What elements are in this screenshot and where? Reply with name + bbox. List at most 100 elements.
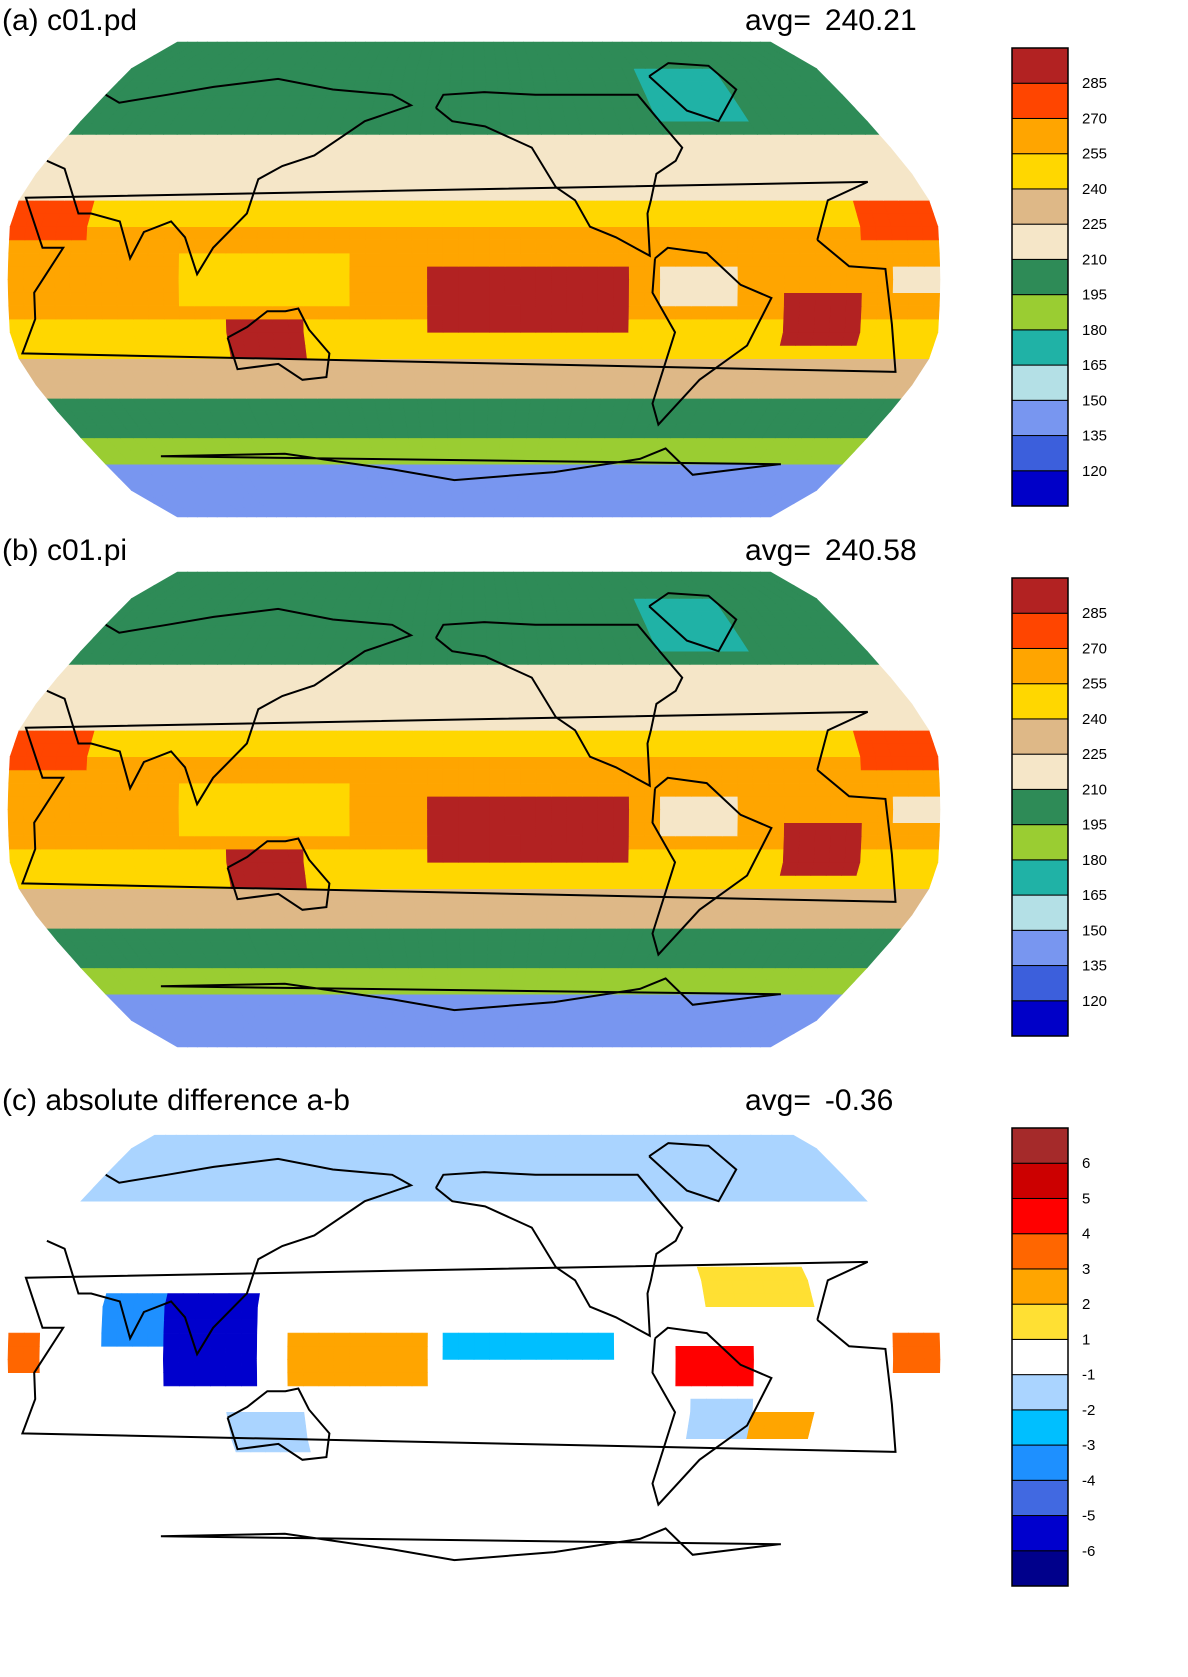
map-cell — [287, 265, 304, 280]
map-cell — [380, 743, 398, 757]
map-cell — [515, 147, 532, 162]
map-cell — [413, 716, 430, 731]
map-cell — [799, 795, 817, 810]
map-cell — [209, 1332, 227, 1347]
map-cell — [241, 1306, 258, 1321]
map-cell — [582, 239, 599, 254]
map-cell — [746, 345, 766, 360]
map-cell — [463, 503, 475, 518]
map-cell — [429, 173, 446, 188]
map-cell — [225, 809, 242, 824]
map-cell — [534, 200, 551, 214]
map-cell — [504, 226, 521, 241]
map-cell — [147, 769, 165, 784]
map-cell — [923, 279, 941, 294]
map-cell — [427, 331, 444, 346]
map-cell — [410, 94, 426, 109]
map-cell — [736, 226, 754, 241]
map-cell — [463, 1033, 475, 1048]
map-cell — [364, 795, 382, 810]
map-cell — [705, 226, 723, 241]
map-cell — [520, 1345, 537, 1360]
map-cell — [845, 835, 863, 850]
map-cell — [132, 848, 150, 863]
colorbar-box — [1011, 683, 1069, 720]
map-cell — [701, 200, 720, 214]
map-cell — [473, 331, 490, 346]
map-cell — [459, 664, 475, 678]
map-cell — [302, 265, 320, 280]
map-cell — [373, 927, 392, 942]
map-cell — [504, 822, 521, 837]
map-cell — [485, 463, 499, 478]
map-cell — [534, 345, 551, 360]
map-cell — [541, 664, 558, 678]
map-cell — [488, 345, 505, 360]
map-cell — [642, 861, 660, 876]
map-cell — [522, 1174, 538, 1189]
map-cell — [752, 292, 770, 307]
map-cell — [459, 147, 475, 162]
map-cell — [274, 875, 293, 890]
map-cell — [721, 239, 739, 254]
map-cell — [163, 252, 180, 267]
map-cell — [814, 782, 832, 797]
map-cell — [421, 437, 437, 452]
map-cell — [433, 954, 449, 969]
map-cell — [473, 252, 490, 267]
map-cell — [333, 252, 351, 267]
map-cell — [892, 809, 910, 824]
colorbar-tick-label: 1 — [1082, 1331, 1090, 1348]
map-cell — [473, 954, 488, 969]
coastline-south-america — [651, 246, 773, 427]
map-cell — [209, 782, 227, 797]
map-cell — [473, 68, 487, 82]
map-cell — [430, 397, 447, 412]
coastline-eurasia — [46, 607, 414, 807]
map-cell — [334, 861, 352, 876]
map-cell — [731, 1280, 750, 1294]
map-cell — [594, 345, 613, 360]
map-cell — [411, 809, 428, 824]
map-cell — [209, 1345, 226, 1360]
map-cell — [392, 650, 409, 665]
map-cell — [396, 743, 414, 757]
map-cell — [442, 809, 459, 824]
map-cell — [798, 226, 816, 241]
map-cell — [640, 875, 659, 890]
map-cell — [163, 1332, 180, 1347]
map-cell — [413, 358, 430, 373]
map-cell — [272, 743, 291, 757]
coastline-south-america — [651, 1326, 773, 1507]
map-cell — [384, 371, 402, 386]
map-cell — [923, 265, 941, 280]
map-cell — [54, 822, 72, 837]
map-cell — [473, 624, 488, 639]
map-cell — [610, 875, 628, 890]
map-cell — [225, 305, 243, 320]
map-cell — [442, 331, 460, 346]
map-cell — [507, 598, 522, 612]
colorbar-tick-label: 210 — [1082, 781, 1107, 798]
map-cell — [876, 239, 894, 254]
map-cell — [373, 677, 392, 692]
map-cell — [101, 756, 119, 771]
map-cell — [388, 147, 405, 162]
map-cell — [349, 1359, 366, 1374]
map-cell — [85, 782, 103, 797]
map-cell — [737, 265, 754, 280]
map-cell — [532, 173, 549, 188]
colorbar-box — [1011, 1374, 1069, 1411]
map-cell — [178, 1345, 195, 1360]
map-cell — [443, 345, 460, 360]
map-cell — [404, 411, 421, 425]
map-cell — [520, 292, 537, 307]
map-cell — [419, 954, 436, 969]
map-cell — [445, 134, 461, 148]
map-cell — [86, 318, 104, 333]
map-cell — [302, 1359, 320, 1374]
map-cell — [167, 730, 187, 744]
map-cell — [287, 848, 305, 863]
map-cell — [459, 914, 475, 929]
map-cell — [861, 252, 878, 267]
